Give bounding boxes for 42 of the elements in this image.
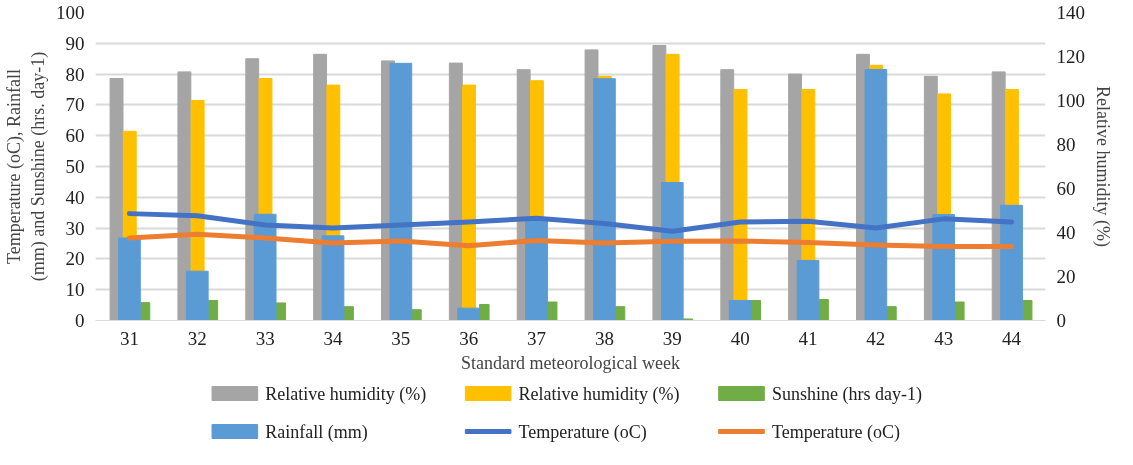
y-axis-title: Temperature (oC), Rainfall (mm) and Sunshine (hrs. day-1) xyxy=(4,51,49,282)
x-tick-label: 39 xyxy=(662,327,682,349)
y2-tick-label: 140 xyxy=(1056,2,1085,23)
y-tick-label: 20 xyxy=(65,248,85,270)
legend-label: Rainfall (mm) xyxy=(265,421,368,443)
x-tick-label: 41 xyxy=(798,327,818,349)
y-tick-label: 10 xyxy=(65,279,85,301)
y-tick-label: 80 xyxy=(65,63,85,85)
y2-tick-label: 120 xyxy=(1056,46,1085,67)
y-tick-label: 60 xyxy=(65,125,85,147)
y2-tick-label: 20 xyxy=(1056,266,1076,287)
legend-label: Relative humidity (%) xyxy=(265,383,427,405)
y-tick-label: 0 xyxy=(75,310,85,331)
x-tick-label: 38 xyxy=(594,327,614,349)
y2-tick-label: 80 xyxy=(1056,134,1076,155)
x-tick-label: 31 xyxy=(119,327,139,349)
x-tick-label: 32 xyxy=(187,327,207,349)
x-tick-label: 42 xyxy=(866,327,886,349)
y-tick-label: 70 xyxy=(65,94,85,116)
x-tick-label: 43 xyxy=(934,327,954,349)
legend-label: Temperature (oC) xyxy=(518,421,647,443)
y2-axis-title: Relative humidity (%) xyxy=(1092,86,1113,247)
y-tick-label: 40 xyxy=(65,186,85,208)
x-tick-label: 40 xyxy=(730,327,750,349)
y-tick-label: 50 xyxy=(65,156,85,177)
y-tick-label: 30 xyxy=(65,217,85,239)
x-tick-label: 33 xyxy=(255,327,275,349)
x-tick-label: 44 xyxy=(1002,327,1022,349)
legend-label: Sunshine (hrs day-1) xyxy=(771,383,922,405)
x-tick-label: 36 xyxy=(459,327,479,349)
x-tick-label: 34 xyxy=(323,327,343,349)
x-tick-label: 35 xyxy=(391,327,411,349)
y2-tick-label: 40 xyxy=(1056,222,1076,243)
legend-label: Temperature (oC) xyxy=(771,421,901,443)
x-axis-title: Standard meteorological week xyxy=(461,352,680,373)
legend-label: Relative humidity (%) xyxy=(518,383,680,405)
y-tick-label: 90 xyxy=(65,32,85,54)
y-tick-label: 100 xyxy=(56,2,85,23)
y2-tick-label: 0 xyxy=(1056,310,1066,331)
y2-tick-label: 60 xyxy=(1056,178,1076,199)
y2-tick-label: 100 xyxy=(1056,90,1085,111)
x-tick-label: 37 xyxy=(527,327,547,349)
